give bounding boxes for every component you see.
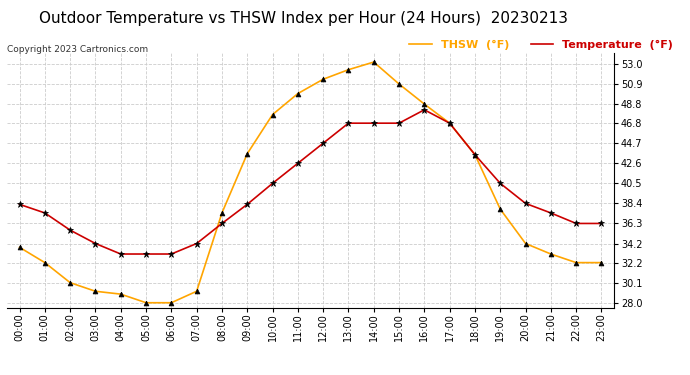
Legend: THSW  (°F), Temperature  (°F): THSW (°F), Temperature (°F) — [405, 36, 678, 54]
Text: Copyright 2023 Cartronics.com: Copyright 2023 Cartronics.com — [7, 45, 148, 54]
Text: Outdoor Temperature vs THSW Index per Hour (24 Hours)  20230213: Outdoor Temperature vs THSW Index per Ho… — [39, 11, 568, 26]
